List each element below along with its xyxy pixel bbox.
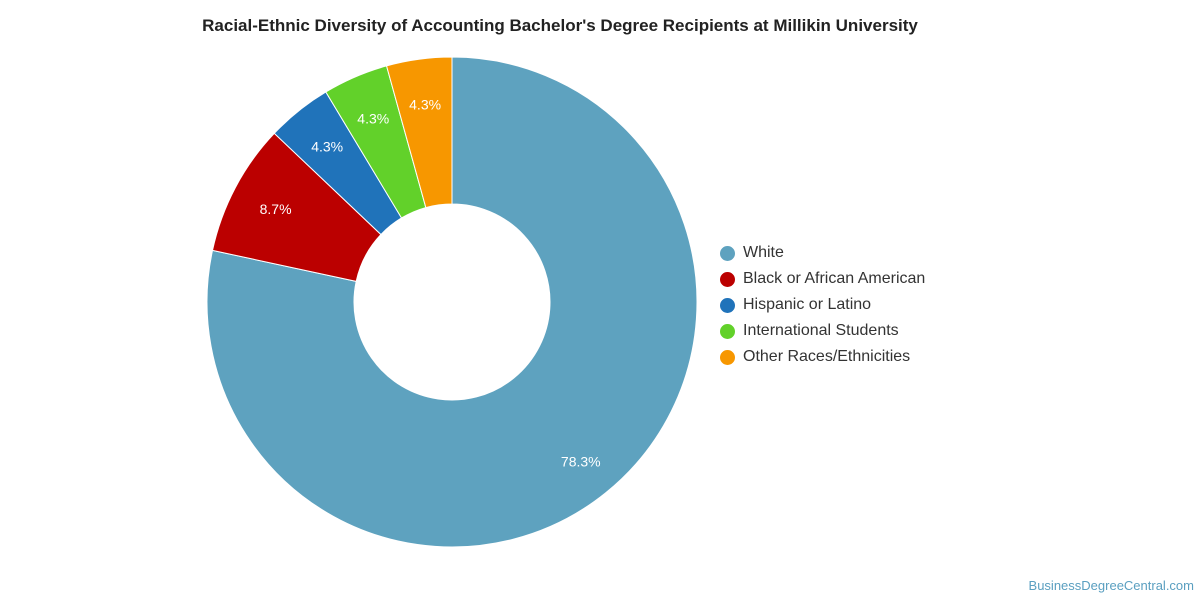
legend-item-other-races-ethnicities[interactable]: Other Races/Ethnicities [720,344,925,370]
legend-item-white[interactable]: White [720,240,925,266]
legend-marker-icon [720,245,735,261]
chart-legend: White Black or African American Hispanic o… [720,240,925,370]
chart-title: Racial-Ethnic Diversity of Accounting Ba… [202,16,918,35]
source-credit[interactable]: BusinessDegreeCentral.com [1028,578,1194,593]
legend-marker-icon [720,323,735,339]
data-label-white: 78.3% [561,453,601,469]
data-label-international-students: 4.3% [357,111,389,127]
data-label-other-races-ethnicities: 4.3% [409,96,441,112]
legend-label: Other Races/Ethnicities [743,348,911,365]
legend-item-black-or-african-american[interactable]: Black or African American [720,266,925,292]
legend-marker-icon [720,271,735,287]
slice-white[interactable] [206,56,698,548]
legend-marker-icon [720,349,735,365]
data-label-hispanic-or-latino: 4.3% [311,138,343,154]
legend-label: White [743,244,784,261]
legend-label: International Students [743,322,899,339]
legend-item-international-students[interactable]: International Students [720,318,925,344]
legend-marker-icon [720,297,735,313]
legend-item-hispanic-or-latino[interactable]: Hispanic or Latino [720,292,925,318]
legend-label: Black or African American [743,270,926,287]
donut-chart: 78.3% 8.7% 4.3% 4.3% 4.3% [206,56,698,548]
data-label-black-or-african-american: 8.7% [260,201,292,217]
legend-label: Hispanic or Latino [743,296,872,313]
slice-other-races-ethnicities[interactable] [385,56,453,209]
